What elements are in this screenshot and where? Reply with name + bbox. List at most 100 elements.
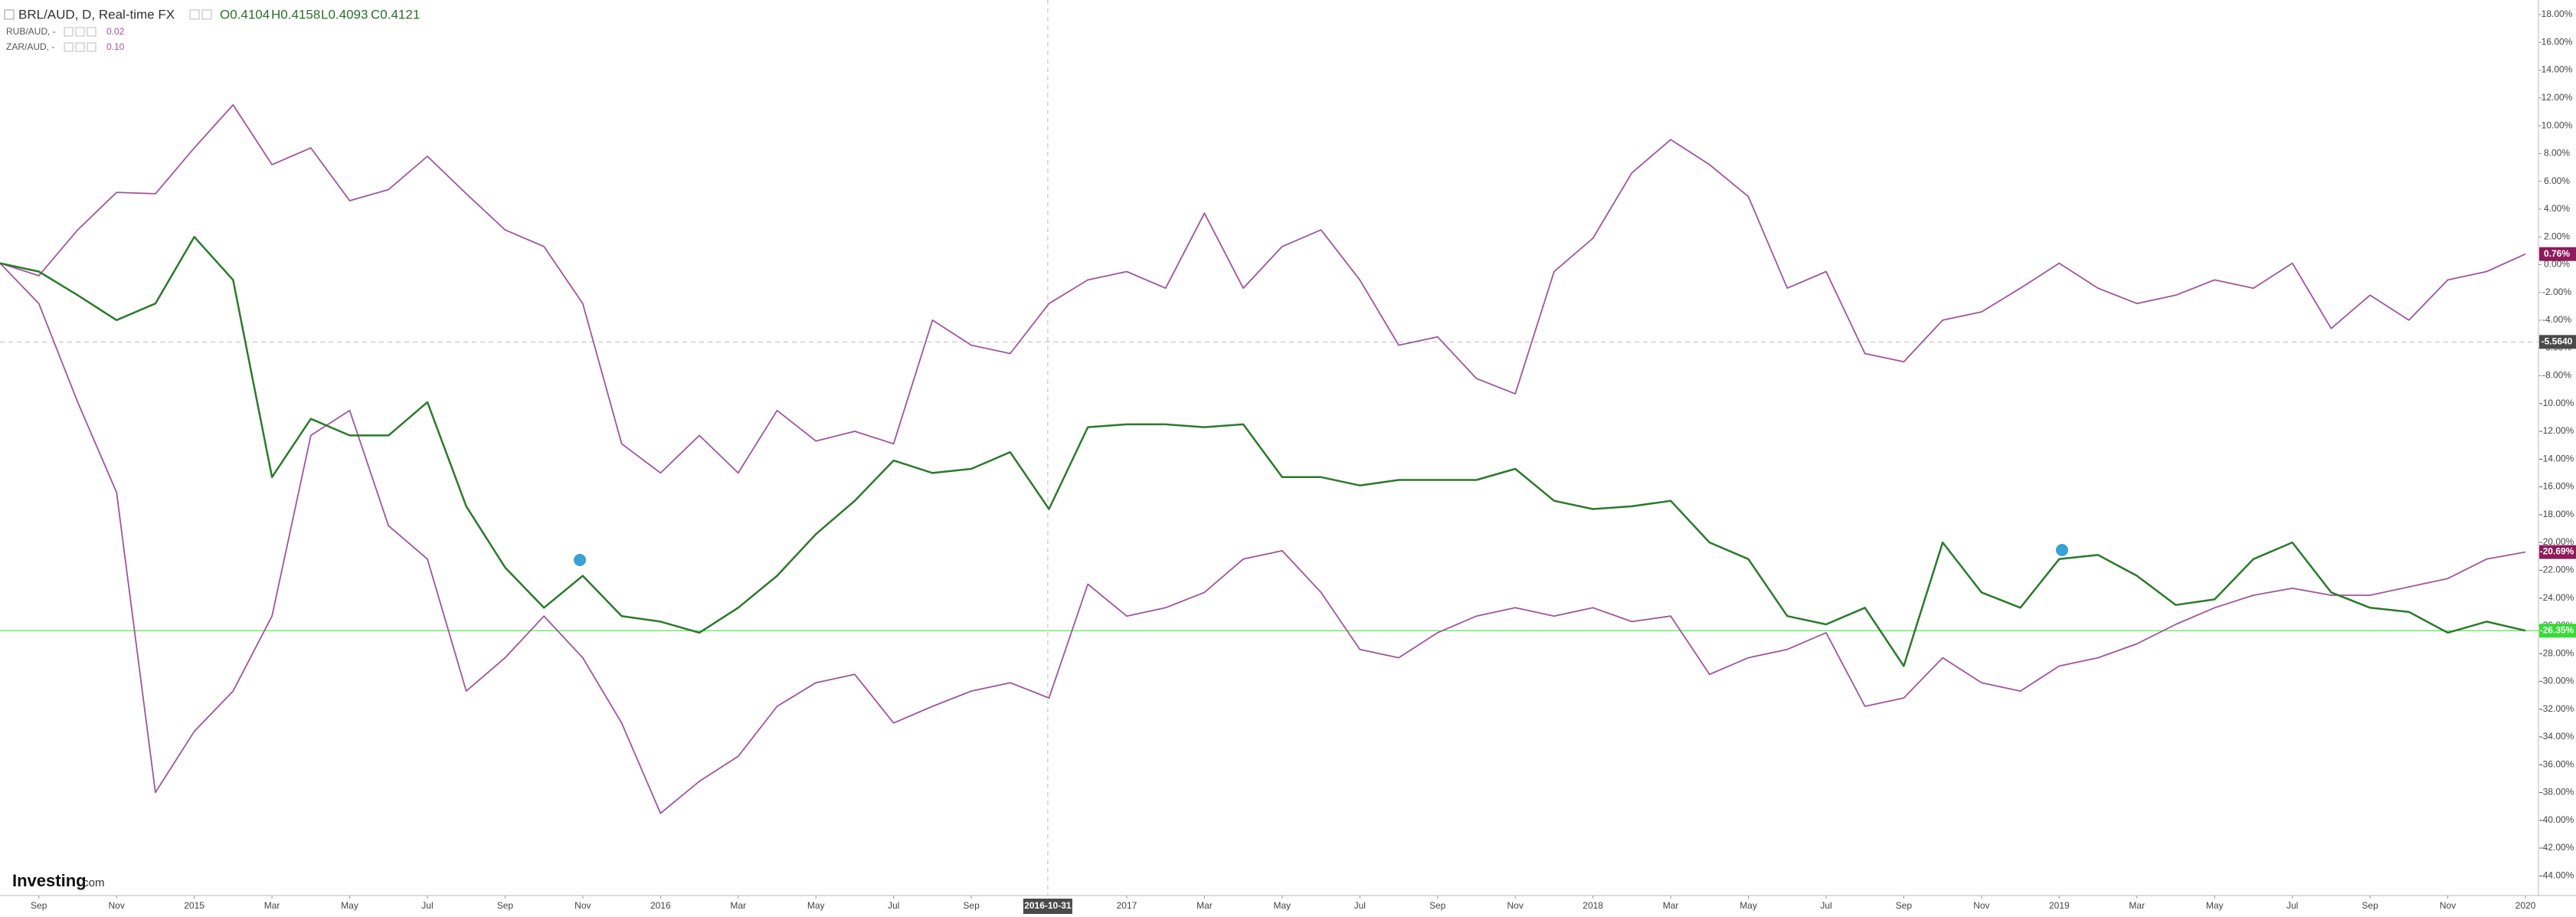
y-tick-label: -22.00%	[2540, 565, 2574, 575]
y-tick-label: 16.00%	[2542, 36, 2573, 47]
y-tick-label: 6.00%	[2544, 175, 2570, 186]
x-tick-label: May	[341, 900, 358, 911]
x-tick-label: Nov	[1507, 900, 1524, 911]
overlay-layer: 18.00% 16.00% 14.00% 12.00% 10.00% 8.00% 6.00%…	[31, 8, 2576, 914]
y-tick-label: 4.00%	[2544, 203, 2570, 214]
x-tick-label: May	[1274, 900, 1291, 911]
x-tick-label: Mar	[2129, 900, 2145, 911]
more-icon[interactable]	[87, 27, 97, 37]
x-tick-label: Jul	[888, 900, 899, 911]
y-tick-label: 2.00%	[2544, 231, 2570, 241]
y-tick-label: 0.00%	[2544, 259, 2570, 270]
logo-suffix: .com	[80, 876, 105, 889]
y-tick-label: -42.00%	[2540, 842, 2574, 853]
x-tick-label: Mar	[730, 900, 746, 911]
legend: BRL/AUD, D, Real-time FX O0.4104 H0.4158…	[4, 7, 420, 52]
series-line	[0, 235, 2526, 667]
y-tick-label: -2.00%	[2542, 287, 2571, 297]
y-tick-label: -28.00%	[2540, 647, 2574, 658]
x-tick-label: Sep	[963, 900, 980, 911]
series-line	[0, 262, 2526, 814]
y-tick-label: -44.00%	[2540, 870, 2574, 880]
x-tick-label: Jul	[421, 900, 433, 911]
legend-value: 0.10	[106, 41, 125, 52]
close-icon[interactable]	[75, 27, 85, 37]
y-tick-label: -32.00%	[2540, 703, 2574, 714]
y-tick-label: -30.00%	[2540, 676, 2574, 686]
x-tick-label: Jul	[1820, 900, 1831, 911]
last-value-label: -20.69%	[2540, 546, 2574, 557]
x-tick-label: Nov	[1973, 900, 1989, 911]
close-icon[interactable]	[201, 9, 212, 20]
legend-toggle[interactable]	[4, 9, 15, 20]
close-icon[interactable]	[75, 42, 85, 52]
x-tick-label: 2019	[2049, 900, 2070, 911]
x-tick-label: Sep	[2362, 900, 2378, 911]
settings-icon[interactable]	[64, 27, 74, 37]
y-tick-label: -14.00%	[2540, 453, 2574, 463]
settings-icon[interactable]	[189, 9, 200, 20]
logo-brand: Investing	[12, 871, 87, 890]
x-tick-label: Mar	[1663, 900, 1679, 911]
event-marker[interactable]	[2056, 544, 2068, 556]
y-tick-label: 12.00%	[2542, 92, 2573, 103]
y-tick-label: -16.00%	[2540, 481, 2574, 492]
legend-value: 0.02	[106, 26, 125, 37]
ohlc-high: H0.4158	[271, 7, 320, 21]
x-tick-label: 2020	[2515, 900, 2536, 911]
ohlc-low: L0.4093	[321, 7, 368, 21]
x-tick-label: 2016	[650, 900, 671, 911]
x-tick-label: May	[1740, 900, 1757, 911]
y-tick-label: -12.00%	[2540, 425, 2574, 436]
series-line	[0, 104, 2526, 474]
last-value-badge	[2539, 247, 2576, 261]
last-value-label: -26.35%	[2540, 624, 2574, 635]
legend-name: ZAR/AUD, -	[6, 41, 54, 52]
x-tick-label: Sep	[1896, 900, 1913, 911]
crosshair-x-label: 2016-10-31	[1024, 900, 1072, 911]
last-value-badge	[2539, 624, 2576, 638]
x-tick-label: May	[2206, 900, 2224, 911]
y-tick-label: -18.00%	[2540, 509, 2574, 519]
grid-layer	[0, 0, 2542, 899]
x-tick-label: Sep	[31, 900, 47, 911]
y-tick-label: 18.00%	[2542, 8, 2573, 19]
y-tick-label: -4.00%	[2542, 314, 2571, 325]
legend-name: RUB/AUD, -	[6, 26, 56, 37]
y-tick-label: 8.00%	[2544, 148, 2570, 159]
more-icon[interactable]	[87, 42, 97, 52]
y-tick-label: -8.00%	[2542, 370, 2571, 381]
crosshair-y-label: -5.5640	[2542, 336, 2573, 346]
x-tick-label: Sep	[497, 900, 514, 911]
x-tick-label: 2015	[184, 900, 205, 911]
x-tick-label: Mar	[264, 900, 280, 911]
last-value-label: 0.76%	[2544, 248, 2570, 259]
y-tick-label: -24.00%	[2540, 592, 2574, 603]
ohlc-open: O0.4104	[220, 7, 270, 21]
x-tick-label: Nov	[108, 900, 124, 911]
event-marker[interactable]	[574, 554, 586, 566]
x-tick-label: Mar	[1196, 900, 1213, 911]
settings-icon[interactable]	[64, 42, 74, 52]
y-tick-label: -20.00%	[2540, 536, 2574, 547]
y-tick-label: -10.00%	[2540, 398, 2574, 408]
x-tick-label: 2018	[1583, 900, 1603, 911]
x-tick-label: Jul	[2286, 900, 2298, 911]
x-tick-label: Jul	[1354, 900, 1366, 911]
symbol-title: BRL/AUD, D, Real-time FX	[18, 7, 175, 21]
y-tick-label: 14.00%	[2542, 64, 2573, 75]
x-tick-label: 2017	[1117, 900, 1137, 911]
crosshair-y-badge	[2539, 335, 2576, 349]
y-tick-label: -34.00%	[2540, 731, 2574, 742]
y-tick-label: 10.00%	[2542, 120, 2573, 130]
x-tick-label: Nov	[2440, 900, 2456, 911]
series-layer	[0, 104, 2526, 814]
x-tick-label: May	[807, 900, 825, 911]
logo: Investing .com	[12, 871, 105, 890]
ohlc-close: C0.4121	[371, 7, 420, 21]
x-tick-label: Nov	[574, 900, 591, 911]
x-tick-label: Sep	[1429, 900, 1446, 911]
